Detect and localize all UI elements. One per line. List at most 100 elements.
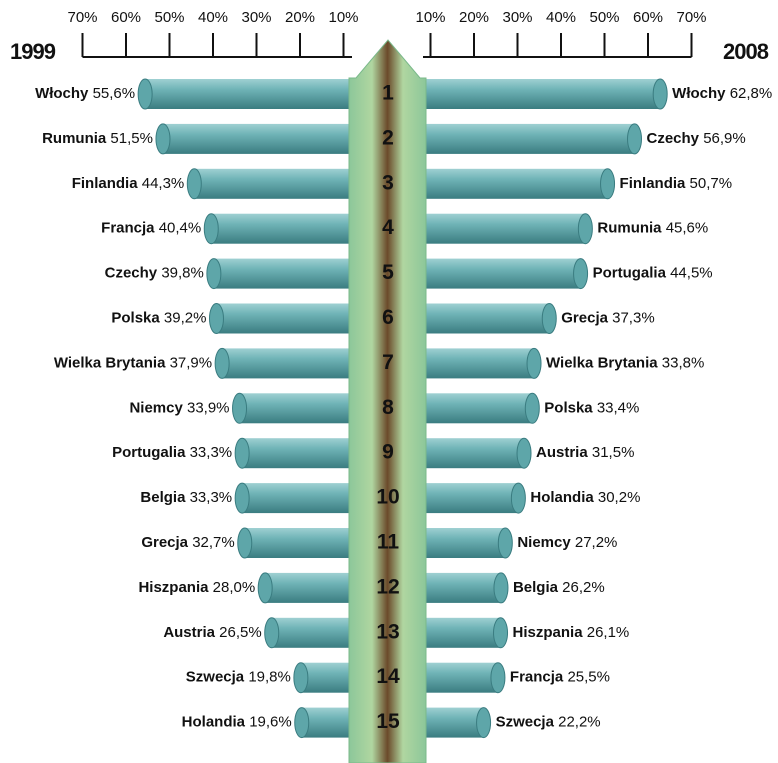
bar-cap bbox=[294, 663, 308, 693]
rank-label: 4 bbox=[382, 216, 394, 239]
bar-label: Szwecja 19,8% bbox=[186, 669, 291, 686]
bar-cap bbox=[574, 259, 588, 289]
value-label: 33,4% bbox=[597, 399, 640, 416]
bar-label: Czechy 39,8% bbox=[105, 265, 204, 282]
country-name: Włochy bbox=[35, 85, 89, 102]
x-tick-label: 20% bbox=[459, 9, 489, 26]
bar-cap bbox=[494, 618, 508, 648]
value-label: 19,6% bbox=[249, 714, 292, 731]
bar-cap bbox=[235, 438, 249, 468]
bar-cap bbox=[215, 348, 229, 378]
country-name: Belgia bbox=[513, 579, 559, 596]
bar-label: Austria 26,5% bbox=[163, 624, 261, 641]
value-label: 56,9% bbox=[703, 130, 746, 147]
bar-label: Finlandia 50,7% bbox=[620, 175, 733, 192]
country-name: Czechy bbox=[647, 130, 700, 147]
rank-label: 14 bbox=[376, 665, 400, 688]
bar-label: Wielka Brytania 37,9% bbox=[54, 354, 212, 371]
rank-label: 2 bbox=[382, 126, 394, 149]
x-tick-label: 50% bbox=[589, 9, 619, 26]
bar-label: Czechy 56,9% bbox=[647, 130, 746, 147]
bar-label: Włochy 55,6% bbox=[35, 85, 135, 102]
bar-label: Polska 33,4% bbox=[544, 399, 639, 416]
bar-cap bbox=[204, 214, 218, 244]
value-label: 30,2% bbox=[598, 489, 641, 506]
value-label: 31,5% bbox=[592, 444, 635, 461]
bar-label: Niemcy 27,2% bbox=[517, 534, 617, 551]
bar-label: Rumunia 51,5% bbox=[42, 130, 153, 147]
value-label: 50,7% bbox=[690, 175, 733, 192]
bar-label: Belgia 26,2% bbox=[513, 579, 605, 596]
rank-label: 11 bbox=[377, 531, 400, 554]
country-name: Czechy bbox=[105, 265, 158, 282]
bar-cap bbox=[525, 393, 539, 423]
bar-cap bbox=[295, 708, 309, 738]
bar-label: Francja 40,4% bbox=[101, 220, 201, 237]
value-label: 26,5% bbox=[219, 624, 262, 641]
bar-cap bbox=[258, 573, 272, 603]
year-label: 2008 bbox=[723, 39, 769, 64]
bar-cap bbox=[209, 304, 223, 334]
bar bbox=[387, 79, 660, 109]
country-name: Włochy bbox=[672, 85, 726, 102]
bar-cap bbox=[138, 79, 152, 109]
value-label: 26,1% bbox=[587, 624, 630, 641]
x-tick-label: 70% bbox=[67, 9, 97, 26]
bar-label: Niemcy 33,9% bbox=[129, 399, 229, 416]
bar-cap bbox=[601, 169, 615, 199]
rank-label: 12 bbox=[376, 575, 399, 598]
x-tick-label: 30% bbox=[241, 9, 271, 26]
value-label: 44,5% bbox=[670, 265, 713, 282]
bar-label: Grecja 32,7% bbox=[141, 534, 234, 551]
value-label: 62,8% bbox=[730, 85, 773, 102]
rank-label: 10 bbox=[376, 486, 399, 509]
country-name: Grecja bbox=[141, 534, 188, 551]
rank-label: 15 bbox=[376, 710, 400, 733]
rank-label: 8 bbox=[382, 396, 394, 419]
value-label: 19,8% bbox=[248, 669, 291, 686]
bar-label: Finlandia 44,3% bbox=[72, 175, 185, 192]
country-name: Szwecja bbox=[496, 714, 555, 731]
country-name: Finlandia bbox=[620, 175, 686, 192]
value-label: 39,8% bbox=[161, 265, 204, 282]
bar-cap bbox=[527, 348, 541, 378]
country-name: Holandia bbox=[182, 714, 246, 731]
x-tick-label: 30% bbox=[502, 9, 532, 26]
x-tick-label: 70% bbox=[676, 9, 706, 26]
country-name: Niemcy bbox=[129, 399, 183, 416]
x-tick-label: 50% bbox=[154, 9, 184, 26]
bar-cap bbox=[542, 304, 556, 334]
x-tick-label: 40% bbox=[198, 9, 228, 26]
value-label: 51,5% bbox=[110, 130, 153, 147]
country-name: Holandia bbox=[530, 489, 594, 506]
x-tick-label: 60% bbox=[633, 9, 663, 26]
value-label: 26,2% bbox=[562, 579, 605, 596]
value-label: 25,5% bbox=[567, 669, 610, 686]
value-label: 33,3% bbox=[190, 489, 233, 506]
bar-cap bbox=[265, 618, 279, 648]
country-name: Szwecja bbox=[186, 669, 245, 686]
rank-label: 13 bbox=[376, 620, 399, 643]
bar-label: Polska 39,2% bbox=[111, 309, 206, 326]
value-label: 37,9% bbox=[170, 354, 213, 371]
value-label: 33,8% bbox=[662, 354, 705, 371]
bar-label: Włochy 62,8% bbox=[672, 85, 772, 102]
rank-label: 5 bbox=[382, 261, 394, 284]
value-label: 44,3% bbox=[142, 175, 185, 192]
bar-cap bbox=[653, 79, 667, 109]
x-tick-label: 10% bbox=[415, 9, 445, 26]
x-tick-label: 60% bbox=[111, 9, 141, 26]
x-tick-label: 10% bbox=[328, 9, 358, 26]
bar-cap bbox=[238, 528, 252, 558]
country-name: Rumunia bbox=[42, 130, 107, 147]
bar-label: Rumunia 45,6% bbox=[597, 220, 708, 237]
country-name: Francja bbox=[101, 220, 155, 237]
country-name: Austria bbox=[163, 624, 215, 641]
value-label: 28,0% bbox=[213, 579, 256, 596]
rank-label: 6 bbox=[382, 306, 394, 329]
bar-cap bbox=[511, 483, 525, 513]
bar-label: Francja 25,5% bbox=[510, 669, 610, 686]
country-name: Finlandia bbox=[72, 175, 138, 192]
bar-label: Hiszpania 26,1% bbox=[513, 624, 630, 641]
x-tick-label: 40% bbox=[546, 9, 576, 26]
